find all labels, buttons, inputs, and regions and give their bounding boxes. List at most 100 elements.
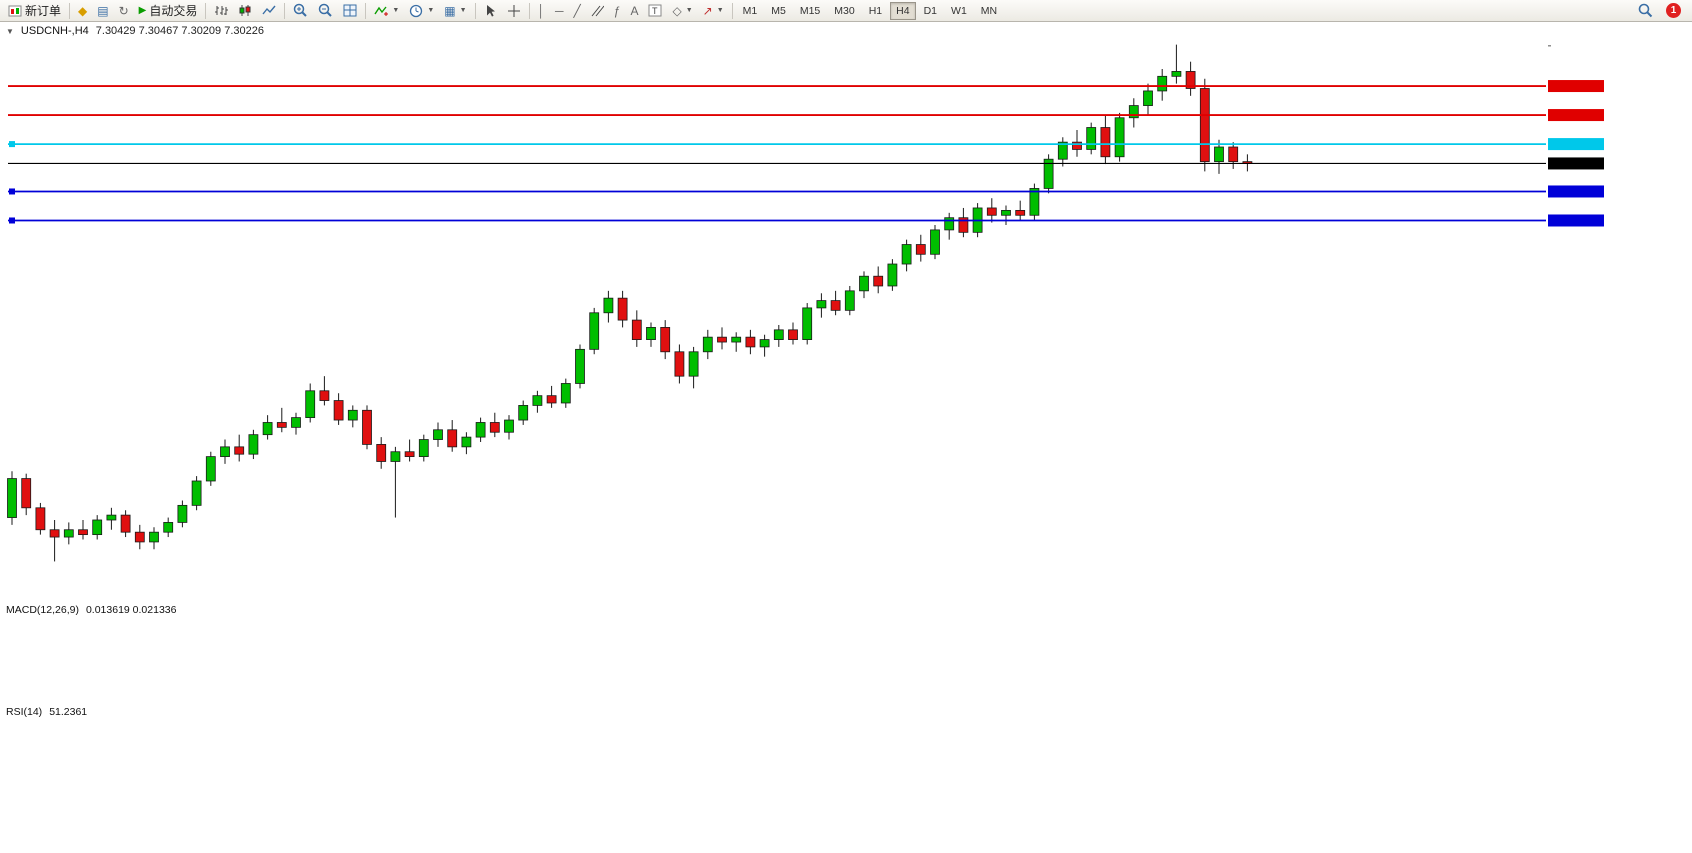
line-handle[interactable] <box>9 217 15 224</box>
timeframe-button-h4[interactable]: H4 <box>890 1 916 20</box>
horizontal-line-button[interactable]: ─ <box>551 1 568 20</box>
timeframe-button-mn[interactable]: MN <box>975 2 1003 20</box>
indicators-button[interactable]: ▼ <box>370 1 403 20</box>
new-order-button[interactable]: 新订单 <box>4 1 65 20</box>
rsi-pane-label: RSI(14) 51.2361 <box>6 706 87 718</box>
chart-title: ▼ USDCNH-,H4 7.30429 7.30467 7.30209 7.3… <box>6 25 264 37</box>
timeframe-button-d1[interactable]: D1 <box>918 2 943 20</box>
line-chart-button[interactable] <box>258 1 280 20</box>
price-badge-label: 7.27886 <box>0 22 58 26</box>
price-axis[interactable] <box>1548 22 1692 790</box>
label-icon: T <box>648 4 662 17</box>
refresh-button[interactable]: ↻ <box>115 1 133 20</box>
shapes-button[interactable]: ◇ ▼ <box>668 1 696 20</box>
chevron-down-icon: ▼ <box>392 7 400 14</box>
chart-canvas[interactable]: 7.334017.322117.310207.302267.290767.278… <box>0 22 1692 853</box>
search-button[interactable] <box>1634 1 1657 20</box>
price-badge <box>1548 138 1604 151</box>
arrows-icon: ↗ <box>702 3 713 18</box>
shapes-icon: ◇ <box>672 3 682 18</box>
cursor-button[interactable] <box>480 1 501 20</box>
candlesticks <box>7 44 1253 562</box>
timeframe-button-h1[interactable]: H1 <box>863 2 888 20</box>
auto-trading-button[interactable]: ▶ 自动交易 <box>135 1 202 20</box>
rsi-indicator-name: RSI(14) <box>6 706 43 718</box>
svg-text:T: T <box>652 6 658 16</box>
macd-indicator-values: 0.013619 0.021336 <box>85 604 177 616</box>
market-watch-button[interactable]: ▤ <box>93 1 112 20</box>
chart-window[interactable]: 7.334017.322117.310207.302267.290767.278… <box>0 22 1692 853</box>
refresh-icon: ↻ <box>118 3 129 18</box>
price-badge <box>1548 185 1604 198</box>
toolbar-separator <box>205 2 207 19</box>
chevron-down-icon: ▼ <box>427 7 435 14</box>
metaeditor-icon: ◆ <box>78 3 88 18</box>
vertical-line-icon: │ <box>537 3 546 18</box>
timeframe-button-m5[interactable]: M5 <box>765 2 792 20</box>
arrows-button[interactable]: ↗ ▼ <box>699 1 728 20</box>
price-badge-label: 7.31020 <box>0 22 58 26</box>
rsi-indicator-value: 51.2361 <box>49 706 88 718</box>
market-watch-icon: ▤ <box>97 3 109 18</box>
search-icon <box>1638 3 1653 18</box>
toolbar-separator <box>528 2 530 19</box>
toolbar-separator <box>69 2 71 19</box>
price-badge-label: 7.29076 <box>0 22 58 26</box>
chart-plot-area[interactable] <box>0 22 1546 790</box>
time-axis[interactable] <box>0 790 1692 853</box>
chart-collapse-icon[interactable]: ▼ <box>6 27 14 36</box>
toolbar-separator <box>731 2 733 19</box>
bars-chart-icon <box>215 6 229 15</box>
text-icon: A <box>630 3 639 18</box>
toolbar: 新订单 ◆ ▤ ↻ ▶ 自动交易 <box>0 0 1692 22</box>
new-order-label: 新订单 <box>25 4 62 18</box>
bar-chart-button[interactable] <box>210 1 232 20</box>
chevron-down-icon: ▼ <box>459 7 467 14</box>
indicators-icon <box>374 6 389 16</box>
cursor-icon <box>486 4 495 17</box>
chart-ohlc-values: 7.30429 7.30467 7.30209 7.30226 <box>95 25 264 37</box>
toolbar-separator <box>474 2 476 19</box>
zoom-in-button[interactable] <box>289 1 312 20</box>
trendline-icon: ╱ <box>573 3 581 18</box>
toolbar-right: 1 <box>1633 1 1689 20</box>
periods-button[interactable]: ▼ <box>405 1 438 20</box>
templates-icon: ▦ <box>444 3 456 18</box>
trendline-button[interactable]: ╱ <box>570 1 585 20</box>
new-order-icon <box>8 5 22 16</box>
price-badge-label: 7.30226 <box>0 22 58 26</box>
macd-indicator-name: MACD(12,26,9) <box>6 604 79 616</box>
timeframe-button-m30[interactable]: M30 <box>828 2 860 20</box>
toolbar-separator <box>365 2 367 19</box>
line-handle[interactable] <box>9 188 15 195</box>
price-badge <box>1548 80 1604 93</box>
timeframe-button-m15[interactable]: M15 <box>794 2 826 20</box>
tile-windows-button[interactable] <box>339 1 361 20</box>
candlestick-chart-button[interactable] <box>234 1 256 20</box>
fibonacci-button[interactable]: ƒ <box>610 1 625 20</box>
zoom-out-button[interactable] <box>314 1 337 20</box>
templates-button[interactable]: ▦ ▼ <box>440 1 470 20</box>
price-badge <box>1548 157 1604 170</box>
crosshair-icon <box>507 4 520 17</box>
channel-button[interactable] <box>587 1 608 20</box>
price-badge-label: 7.32211 <box>0 22 57 26</box>
zoom-in-icon <box>294 3 308 17</box>
periods-icon <box>410 4 423 17</box>
price-badge-label: 7.33401 <box>0 22 58 26</box>
timeframe-button-w1[interactable]: W1 <box>945 2 973 20</box>
vertical-line-button[interactable]: │ <box>534 1 550 20</box>
crosshair-button[interactable] <box>503 1 525 20</box>
metaeditor-button[interactable]: ◆ <box>74 1 91 20</box>
label-button[interactable]: T <box>644 1 666 20</box>
horizontal-line-icon: ─ <box>555 3 564 18</box>
play-icon: ▶ <box>138 4 147 16</box>
chevron-down-icon: ▼ <box>716 7 724 14</box>
chart-symbol-period: USDCNH-,H4 <box>20 25 89 37</box>
text-button[interactable]: A <box>626 1 642 20</box>
notification-badge[interactable]: 1 <box>1666 3 1681 18</box>
price-badge <box>1548 214 1604 227</box>
line-handle[interactable] <box>9 141 15 148</box>
chevron-down-icon: ▼ <box>685 7 693 14</box>
timeframe-button-m1[interactable]: M1 <box>737 2 764 20</box>
